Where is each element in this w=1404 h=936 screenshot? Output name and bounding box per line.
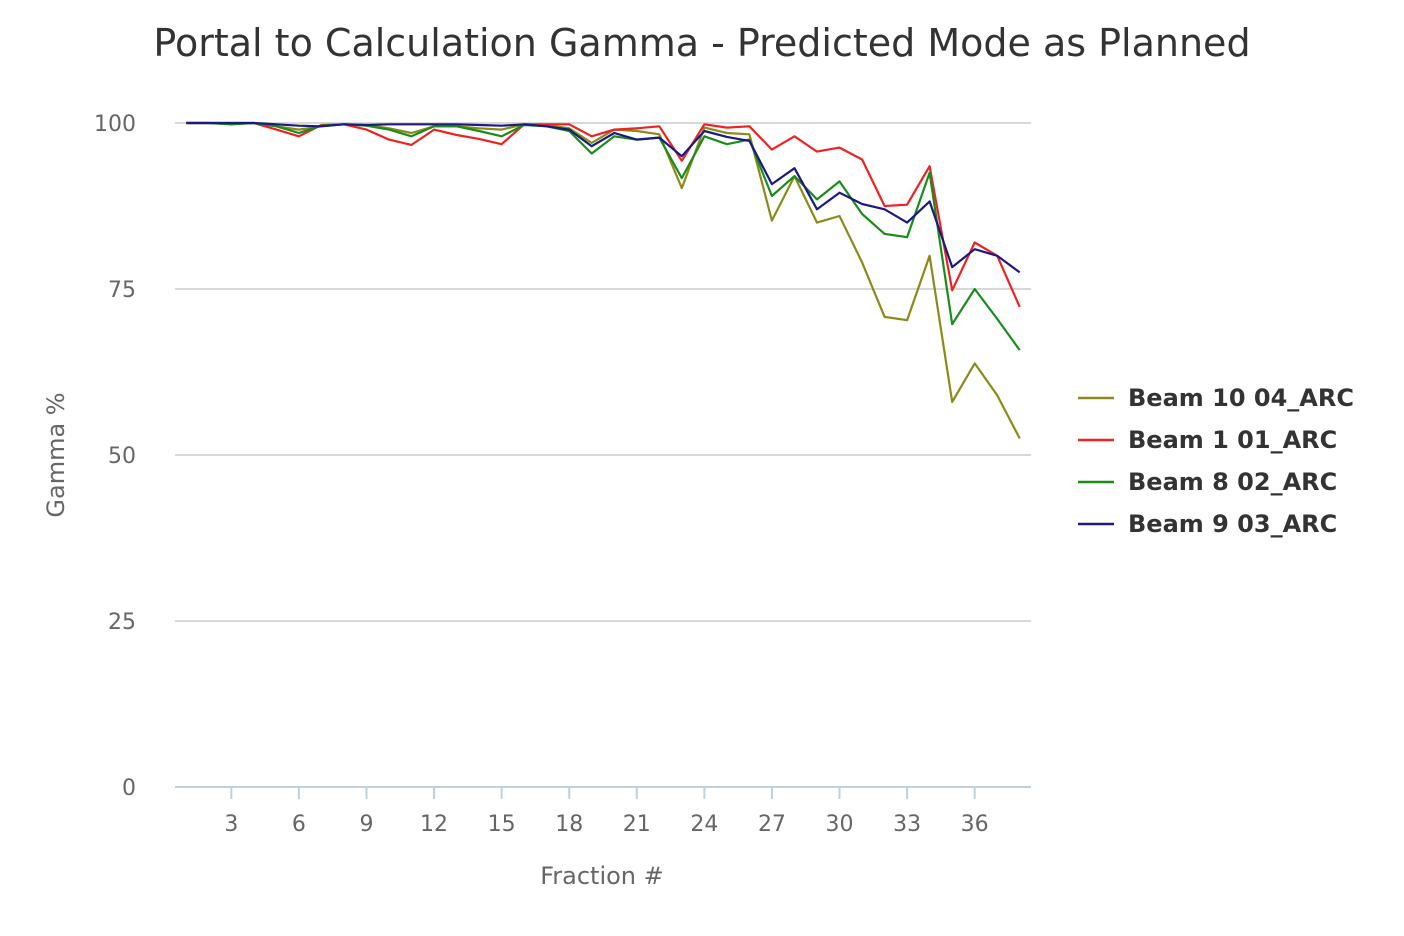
x-tick-label-27: 27 [758,812,786,837]
legend-label-1: Beam 1 01_ARC [1128,426,1337,454]
y-tick-label-25: 25 [108,610,136,635]
y-tick-label-0: 0 [122,776,136,801]
x-axis: 3 6 9 12 15 18 21 24 27 30 33 36 [175,786,1031,837]
legend-label-2: Beam 8 02_ARC [1128,468,1337,496]
x-tick-label-12: 12 [420,812,448,837]
series-line-2 [186,121,1021,351]
grid-lines [175,122,1031,622]
x-tick-label-21: 21 [623,812,651,837]
y-axis-ticks: 0 25 50 75 100 [94,112,136,801]
series-line-0 [186,121,1021,439]
legend-label-3: Beam 9 03_ARC [1128,510,1337,538]
y-tick-label-100: 100 [94,112,136,137]
x-axis-title: Fraction # [540,862,664,890]
x-tick-label-36: 36 [961,812,989,837]
x-tick-label-15: 15 [488,812,516,837]
x-tick-label-24: 24 [690,812,718,837]
x-tick-label-33: 33 [893,812,921,837]
legend-label-0: Beam 10 04_ARC [1128,384,1354,412]
legend-item-2[interactable]: Beam 8 02_ARC [1078,468,1337,496]
chart-title: Portal to Calculation Gamma - Predicted … [153,21,1250,65]
legend-item-1[interactable]: Beam 1 01_ARC [1078,426,1337,454]
series-lines [186,121,1021,439]
x-tick-label-18: 18 [555,812,583,837]
legend-item-3[interactable]: Beam 9 03_ARC [1078,510,1337,538]
x-tick-label-3: 3 [224,812,238,837]
y-tick-label-50: 50 [108,444,136,469]
x-tick-label-6: 6 [292,812,306,837]
y-tick-label-75: 75 [108,278,136,303]
x-tick-label-30: 30 [826,812,854,837]
series-line-3 [186,121,1021,274]
x-tick-label-9: 9 [359,812,373,837]
legend: Beam 10 04_ARC Beam 1 01_ARC Beam 8 02_ARC… [1078,384,1354,538]
y-axis-title: Gamma % [42,392,70,517]
legend-item-0[interactable]: Beam 10 04_ARC [1078,384,1354,412]
